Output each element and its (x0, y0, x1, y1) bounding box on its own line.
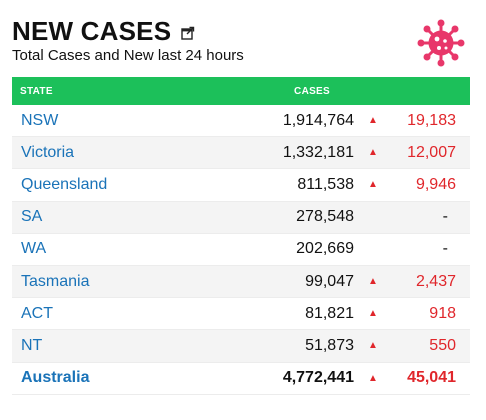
cases-table: STATE CASES NSW 1,914,764 ▲ 19,183 Victo… (12, 77, 470, 395)
state-link-queensland[interactable]: Queensland (21, 175, 108, 193)
new-cases: 9,946 (415, 175, 456, 193)
up-arrow-icon: ▲ (368, 372, 378, 384)
total-cases: 51,873 (305, 336, 354, 354)
column-header-cases: CASES (294, 85, 330, 97)
subtitle: Total Cases and New last 24 hours (12, 47, 244, 64)
table-header: STATE CASES (12, 77, 470, 105)
page-title: NEW CASES (12, 16, 172, 46)
total-cases: 81,821 (305, 304, 354, 322)
state-link-act[interactable]: ACT (21, 304, 53, 322)
new-cases: 12,007 (407, 143, 456, 161)
table-row: WA 202,669 - (12, 233, 470, 266)
state-link-australia[interactable]: Australia (21, 369, 90, 387)
new-cases: 2,437 (415, 272, 456, 290)
state-link-nsw[interactable]: NSW (21, 111, 59, 129)
popout-icon[interactable] (181, 26, 195, 40)
total-cases: 1,914,764 (282, 111, 354, 129)
up-arrow-icon: ▲ (368, 276, 378, 288)
table-row: ACT 81,821 ▲ 918 (12, 298, 470, 331)
total-cases: 811,538 (297, 175, 354, 193)
total-cases: 278,548 (296, 208, 354, 226)
up-arrow-icon: ▲ (368, 340, 378, 352)
new-cases: 550 (429, 336, 456, 354)
table-row: NSW 1,914,764 ▲ 19,183 (12, 105, 470, 138)
new-cases: 45,041 (407, 369, 456, 387)
up-arrow-icon: ▲ (368, 179, 378, 191)
new-cases: 918 (429, 304, 456, 322)
table-row: SA 278,548 - (12, 201, 470, 234)
new-cases: - (442, 208, 448, 226)
up-arrow-icon: ▲ (368, 147, 378, 159)
title-row: NEW CASES (12, 16, 195, 47)
table-row: Queensland 811,538 ▲ 9,946 (12, 169, 470, 202)
state-link-nt[interactable]: NT (21, 336, 43, 354)
total-cases: 202,669 (296, 240, 354, 258)
total-cases: 4,772,441 (282, 369, 354, 387)
state-link-tasmania[interactable]: Tasmania (21, 272, 90, 290)
virus-icon (416, 18, 466, 68)
column-header-state: STATE (20, 85, 53, 97)
state-link-wa[interactable]: WA (21, 240, 47, 258)
new-cases: - (442, 240, 448, 258)
total-cases: 1,332,181 (282, 143, 354, 161)
state-link-victoria[interactable]: Victoria (21, 143, 75, 161)
table-row: Victoria 1,332,181 ▲ 12,007 (12, 137, 470, 170)
new-cases: 19,183 (407, 111, 456, 129)
table-row: NT 51,873 ▲ 550 (12, 330, 470, 363)
table-row: Tasmania 99,047 ▲ 2,437 (12, 265, 470, 299)
state-link-sa[interactable]: SA (21, 208, 43, 226)
table-row-total: Australia 4,772,441 ▲ 45,041 (12, 362, 470, 395)
up-arrow-icon: ▲ (368, 115, 378, 127)
total-cases: 99,047 (305, 272, 354, 290)
up-arrow-icon: ▲ (368, 308, 378, 320)
